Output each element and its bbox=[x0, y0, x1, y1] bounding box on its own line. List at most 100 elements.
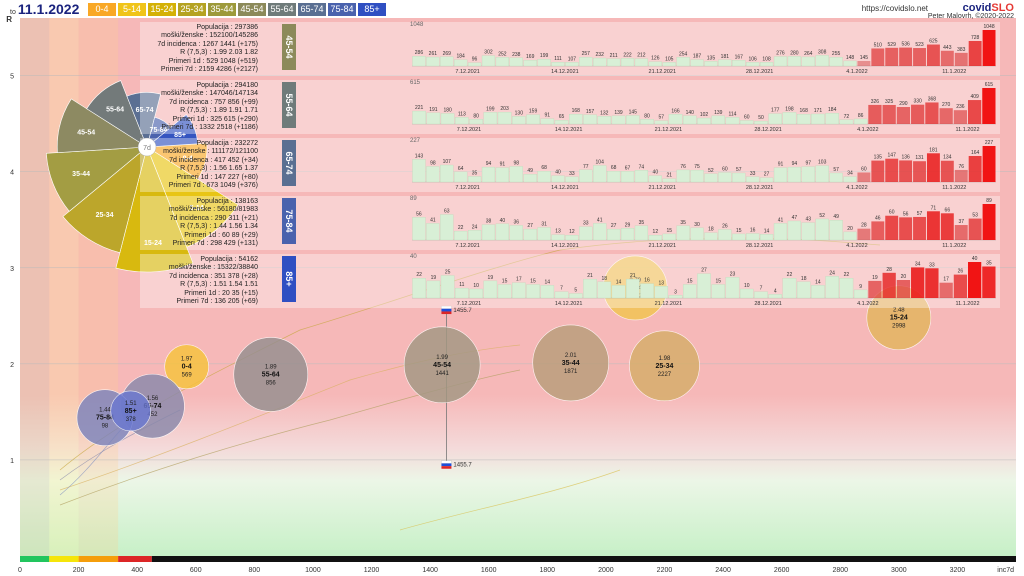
panel-date-label: 11.1.2022 bbox=[955, 127, 979, 133]
stat-line: Primeri 1d : 325 615 (+290) bbox=[172, 115, 258, 123]
bar-value-label: 75 bbox=[694, 164, 700, 170]
bar-value-label: 33 bbox=[750, 171, 756, 177]
age-button-15-24[interactable]: 15-24 bbox=[148, 3, 176, 16]
bar bbox=[853, 289, 868, 299]
panel-date-label: 7.12.2021 bbox=[457, 301, 481, 307]
age-button-65-74[interactable]: 65-74 bbox=[298, 3, 326, 16]
pie-slice-label: 75-84 bbox=[150, 127, 168, 134]
bar bbox=[925, 102, 939, 124]
bar-value-label: 510 bbox=[874, 42, 883, 48]
bar bbox=[509, 166, 523, 183]
bar-value-label: 57 bbox=[833, 167, 839, 173]
age-button-55-64[interactable]: 55-64 bbox=[268, 3, 296, 16]
bar-value-label: 728 bbox=[971, 35, 980, 41]
bar-value-label: 132 bbox=[600, 110, 609, 116]
bar bbox=[626, 115, 640, 125]
bar-value-label: 254 bbox=[679, 51, 688, 57]
bar-value-label: 64 bbox=[458, 166, 464, 172]
bar-value-label: 227 bbox=[985, 140, 994, 146]
bubble-incidence: 1441 bbox=[435, 371, 449, 377]
bar-value-label: 302 bbox=[484, 50, 493, 56]
y-axis-label: R bbox=[6, 15, 12, 24]
stat-line: Populacija : 297386 bbox=[196, 24, 259, 31]
age-button-45-54[interactable]: 45-54 bbox=[238, 3, 266, 16]
group-stats-85+: Populacija : 54162 moški/ženske : 15322/3… bbox=[140, 256, 258, 306]
bar-value-label: 19 bbox=[431, 275, 437, 281]
slovenia-flag-label: 1455.7 bbox=[453, 308, 472, 314]
age-button-75-84[interactable]: 75-84 bbox=[328, 3, 356, 16]
bar-value-label: 89 bbox=[986, 198, 992, 204]
pie-slice-label: 85+ bbox=[174, 132, 186, 139]
age-button-5-14[interactable]: 5-14 bbox=[118, 3, 146, 16]
bar-value-label: 98 bbox=[430, 160, 436, 166]
age-button-0-4[interactable]: 0-4 bbox=[88, 3, 116, 16]
bar-value-label: 191 bbox=[429, 107, 438, 113]
bar bbox=[829, 220, 843, 241]
bar-value-label: 325 bbox=[885, 99, 894, 105]
author-credit: Peter Malovrh, ©2020-2022 bbox=[927, 13, 1014, 20]
bar bbox=[768, 113, 782, 125]
bar bbox=[940, 160, 954, 182]
date-label: to 11.1.2022 bbox=[10, 1, 79, 17]
age-button-25-34[interactable]: 25-34 bbox=[178, 3, 206, 16]
bar-value-label: 443 bbox=[943, 45, 952, 51]
bar-value-label: 33 bbox=[929, 262, 935, 268]
bar bbox=[540, 118, 555, 125]
stat-line: Primeri 1d : 147 227 (+80) bbox=[176, 173, 258, 181]
bar-value-label: 18 bbox=[708, 227, 714, 233]
age-button-85+[interactable]: 85+ bbox=[358, 3, 386, 16]
group-stats-65-74: Populacija : 232272 moški/ženske : 111172… bbox=[140, 140, 258, 190]
bar bbox=[690, 227, 704, 241]
bar bbox=[811, 113, 825, 125]
panel-date-label: 28.12.2021 bbox=[754, 301, 782, 307]
bar bbox=[911, 267, 925, 298]
pie-slice-15-24 bbox=[115, 146, 194, 273]
bar-panel-55-64: 221 191 180 113 80 199 203 130 159 91 65 168 157 132 1… bbox=[140, 80, 1000, 134]
bar bbox=[648, 61, 662, 67]
bar bbox=[648, 175, 662, 183]
bar bbox=[523, 228, 537, 241]
stat-line: Primeri 7d : 136 205 (+69) bbox=[176, 298, 258, 306]
bar-value-label: 94 bbox=[792, 161, 798, 167]
bar-value-label: 21 bbox=[587, 273, 593, 279]
bar bbox=[440, 164, 454, 183]
bar bbox=[654, 286, 669, 299]
age-button-35-44[interactable]: 35-44 bbox=[208, 3, 236, 16]
bar-value-label: 157 bbox=[586, 109, 595, 115]
pie-slice-label: 25-34 bbox=[96, 212, 114, 219]
bar-value-label: 41 bbox=[778, 217, 784, 223]
bar-value-label: 22 bbox=[458, 225, 464, 231]
bar-value-label: 171 bbox=[814, 108, 823, 114]
bar-value-label: 523 bbox=[915, 42, 924, 48]
bar-value-label: 13 bbox=[555, 229, 561, 235]
bar bbox=[768, 294, 782, 299]
panel-date-label: 28.12.2021 bbox=[746, 185, 774, 191]
bar bbox=[526, 284, 540, 299]
bar bbox=[454, 171, 468, 183]
y-tick-label: 4 bbox=[10, 170, 14, 177]
flag-stripe-blue bbox=[441, 463, 452, 467]
bubble-incidence: 2227 bbox=[658, 372, 672, 378]
bar bbox=[467, 230, 482, 241]
bar-value-label: 71 bbox=[931, 205, 937, 211]
bar bbox=[732, 60, 746, 67]
bar bbox=[913, 216, 926, 240]
bar bbox=[839, 119, 854, 125]
bar bbox=[648, 234, 662, 241]
bar-value-label: 41 bbox=[597, 217, 603, 223]
bar-value-label: 91 bbox=[545, 113, 551, 119]
bar bbox=[801, 56, 815, 67]
bar-value-label: 181 bbox=[721, 54, 730, 60]
bar bbox=[509, 57, 523, 67]
bar-panel-45-54: 286 261 269 184 96 302 252 238 169 199 111 107 257 23… bbox=[140, 22, 1000, 76]
bar-value-label: 114 bbox=[728, 111, 736, 117]
panel-bg bbox=[140, 22, 1000, 76]
stat-line: Primeri 1d : 529 1048 (+519) bbox=[168, 57, 258, 65]
bar bbox=[899, 217, 913, 240]
bar bbox=[711, 284, 726, 299]
site-url[interactable]: https://covidslo.net bbox=[861, 4, 928, 13]
bar-value-label: 94 bbox=[486, 161, 492, 167]
bar-panel-85+: 22 19 25 11 10 19 15 17 15 14 7 5 21 18 14 21 16 13 3 15 27 1… bbox=[140, 254, 1000, 308]
bar-value-label: 4 bbox=[774, 288, 777, 294]
panel-date-label: 14.12.2021 bbox=[555, 127, 583, 133]
